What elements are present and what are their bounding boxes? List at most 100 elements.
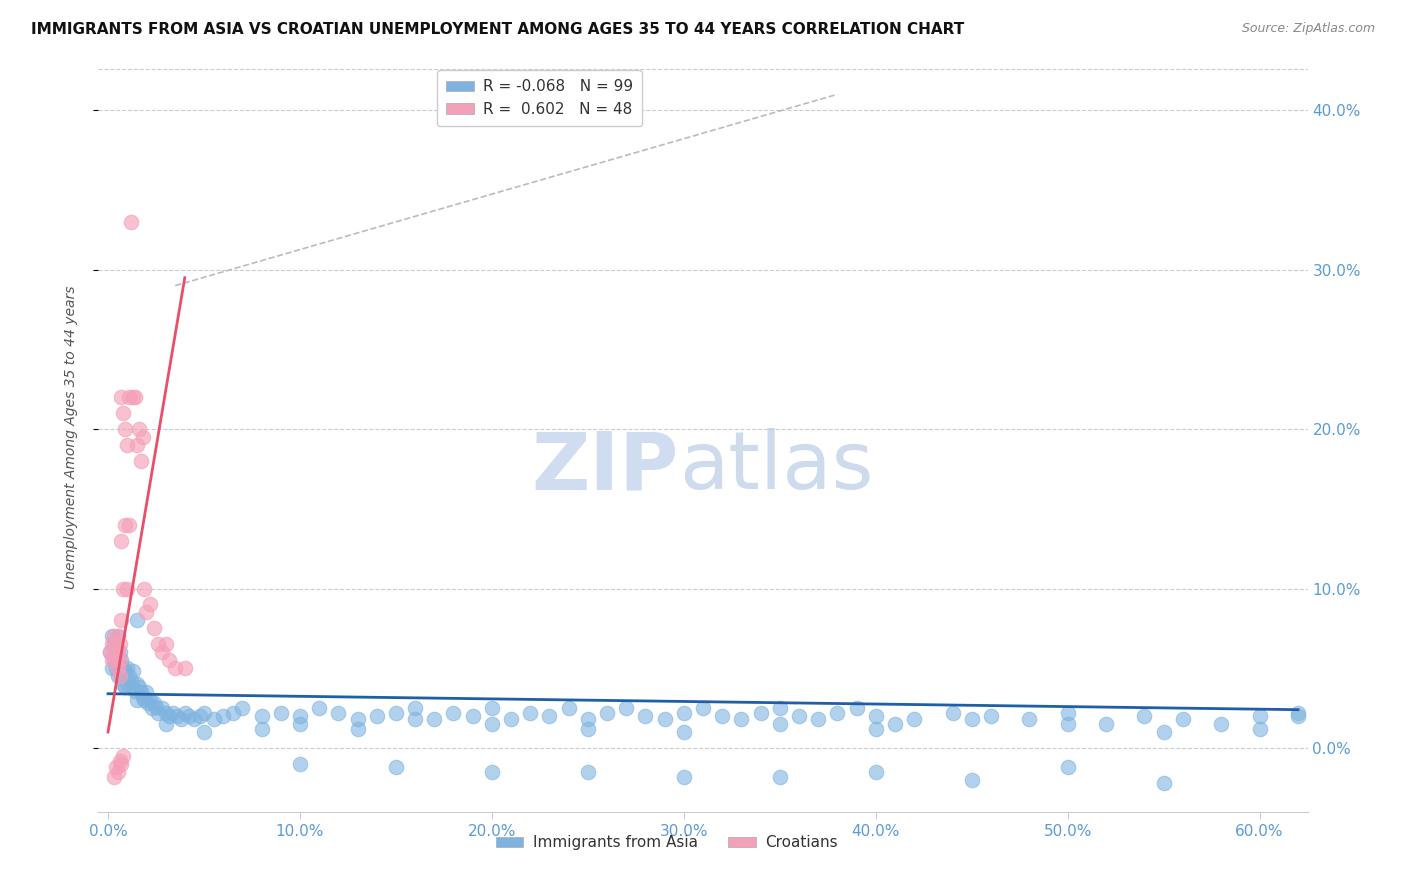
Point: [499, 712, 522, 726]
Point: [193, 706, 215, 720]
Point: [135, 606, 157, 620]
Point: [1249, 722, 1271, 736]
Point: [481, 701, 503, 715]
Point: [193, 725, 215, 739]
Point: [769, 770, 792, 784]
Point: [576, 712, 599, 726]
Point: [1133, 709, 1156, 723]
Point: [104, 661, 127, 675]
Point: [143, 696, 166, 710]
Point: [118, 390, 141, 404]
Y-axis label: Unemployment Among Ages 35 to 44 years: Unemployment Among Ages 35 to 44 years: [63, 285, 77, 589]
Point: [865, 722, 887, 736]
Point: [461, 709, 484, 723]
Point: [576, 722, 599, 736]
Point: [188, 709, 211, 723]
Text: IMMIGRANTS FROM ASIA VS CROATIAN UNEMPLOYMENT AMONG AGES 35 TO 44 YEARS CORRELAT: IMMIGRANTS FROM ASIA VS CROATIAN UNEMPLO…: [31, 22, 965, 37]
Point: [1286, 709, 1309, 723]
Point: [212, 709, 235, 723]
Point: [114, 422, 136, 436]
Point: [884, 717, 907, 731]
Point: [155, 717, 177, 731]
Point: [129, 454, 152, 468]
Point: [692, 701, 714, 715]
Point: [538, 709, 561, 723]
Point: [769, 717, 792, 731]
Point: [112, 677, 135, 691]
Point: [122, 390, 145, 404]
Point: [1056, 706, 1078, 720]
Point: [1056, 717, 1078, 731]
Point: [423, 712, 446, 726]
Point: [166, 709, 188, 723]
Point: [107, 764, 129, 779]
Point: [141, 701, 163, 715]
Point: [150, 701, 173, 715]
Point: [385, 760, 408, 774]
Point: [104, 653, 127, 667]
Point: [960, 772, 983, 787]
Point: [672, 706, 695, 720]
Point: [104, 645, 127, 659]
Point: [129, 685, 152, 699]
Point: [827, 706, 849, 720]
Point: [110, 533, 132, 548]
Point: [108, 661, 131, 675]
Point: [124, 390, 146, 404]
Point: [107, 645, 129, 659]
Point: [769, 701, 792, 715]
Point: [614, 701, 637, 715]
Point: [108, 637, 131, 651]
Point: [159, 653, 181, 667]
Point: [139, 598, 162, 612]
Point: [288, 717, 311, 731]
Point: [250, 722, 273, 736]
Point: [155, 706, 177, 720]
Point: [231, 701, 253, 715]
Point: [1056, 760, 1078, 774]
Point: [115, 661, 138, 675]
Point: [177, 709, 200, 723]
Point: [101, 653, 124, 667]
Point: [749, 706, 772, 720]
Legend: Immigrants from Asia, Croatians: Immigrants from Asia, Croatians: [489, 830, 844, 856]
Point: [1249, 709, 1271, 723]
Text: Source: ZipAtlas.com: Source: ZipAtlas.com: [1241, 22, 1375, 36]
Point: [576, 764, 599, 779]
Point: [125, 614, 148, 628]
Point: [124, 683, 146, 698]
Point: [1153, 776, 1175, 790]
Point: [134, 693, 156, 707]
Point: [1018, 712, 1040, 726]
Point: [108, 653, 131, 667]
Point: [103, 629, 125, 643]
Point: [173, 706, 195, 720]
Point: [1153, 725, 1175, 739]
Point: [170, 712, 193, 726]
Point: [108, 669, 131, 683]
Point: [110, 756, 132, 771]
Point: [118, 517, 141, 532]
Point: [120, 215, 142, 229]
Point: [146, 706, 169, 720]
Point: [101, 637, 124, 651]
Point: [114, 517, 136, 532]
Point: [202, 712, 225, 726]
Point: [481, 717, 503, 731]
Point: [107, 629, 129, 643]
Point: [118, 669, 141, 683]
Point: [110, 669, 132, 683]
Point: [162, 706, 184, 720]
Point: [404, 701, 426, 715]
Point: [103, 645, 125, 659]
Text: atlas: atlas: [679, 428, 873, 506]
Point: [112, 406, 135, 420]
Point: [103, 770, 125, 784]
Point: [634, 709, 657, 723]
Point: [101, 661, 124, 675]
Point: [308, 701, 330, 715]
Point: [112, 582, 135, 596]
Point: [1095, 717, 1118, 731]
Point: [143, 621, 166, 635]
Point: [270, 706, 292, 720]
